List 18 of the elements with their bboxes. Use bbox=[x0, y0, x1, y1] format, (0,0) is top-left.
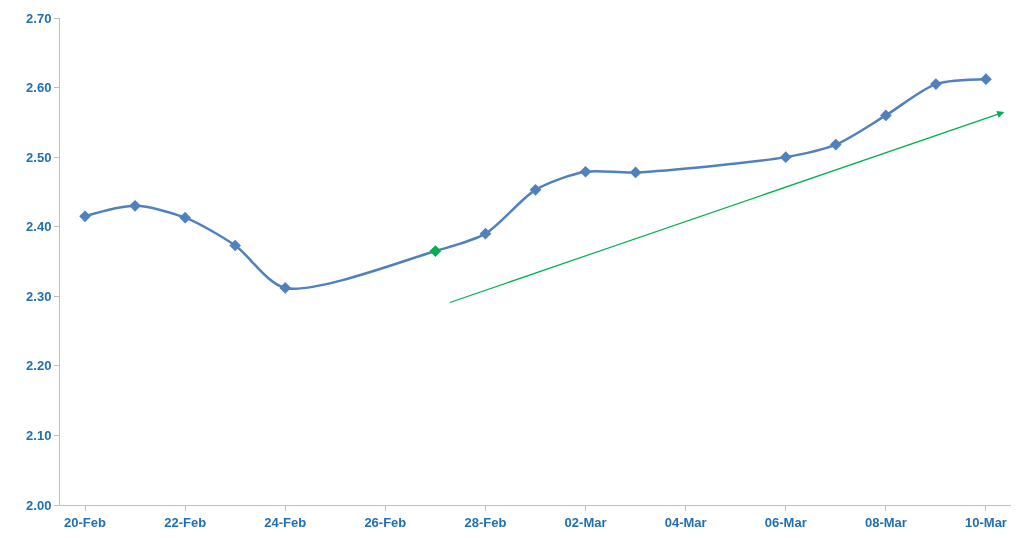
x-tick-label: 22-Feb bbox=[164, 514, 207, 530]
y-tick-label: 2.00 bbox=[26, 497, 52, 513]
x-tick-label: 28-Feb bbox=[464, 514, 507, 530]
x-tick-label: 24-Feb bbox=[264, 514, 307, 530]
y-tick-label: 2.60 bbox=[26, 80, 52, 96]
y-tick-label: 2.30 bbox=[26, 288, 52, 304]
y-tick-label: 2.40 bbox=[26, 219, 52, 235]
y-tick-label: 2.70 bbox=[26, 10, 52, 26]
x-tick-label: 08-Mar bbox=[864, 514, 907, 530]
y-tick-label: 2.10 bbox=[26, 427, 52, 443]
y-tick-label: 2.50 bbox=[26, 149, 52, 165]
x-tick-label: 26-Feb bbox=[364, 514, 407, 530]
x-tick-label: 06-Mar bbox=[764, 514, 807, 530]
x-tick-label: 20-Feb bbox=[64, 514, 107, 530]
x-tick-label: 10-Mar bbox=[965, 514, 1007, 530]
y-tick-label: 2.20 bbox=[26, 358, 52, 374]
x-tick-label: 02-Mar bbox=[564, 514, 607, 530]
x-tick-label: 04-Mar bbox=[664, 514, 707, 530]
